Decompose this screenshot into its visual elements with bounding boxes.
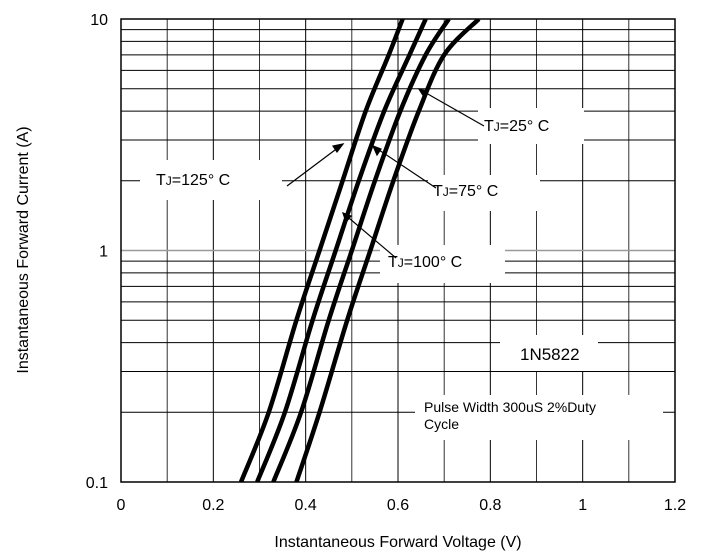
label-background [415, 395, 663, 440]
curve-125c [238, 19, 405, 482]
x-tick-label: 1.2 [664, 497, 686, 514]
pulse-cycle-label: Cycle [424, 416, 459, 432]
label-background [140, 160, 282, 200]
x-tick-label: 1 [578, 497, 587, 514]
plot-frame [120, 18, 676, 483]
tj125-label: TJ=125° C [156, 172, 230, 189]
tj100-label: TJ=100° C [388, 254, 462, 271]
label-backgrounds [140, 108, 663, 440]
annotation-arrows [286, 88, 485, 259]
curves [238, 19, 481, 482]
x-axis-label: Instantaneous Forward Voltage (V) [274, 534, 521, 551]
axes: 0 0.2 0.4 0.6 0.8 1 1.2 0.1 1 10 [86, 12, 686, 514]
label-background [478, 108, 584, 144]
curve-25c [294, 19, 481, 482]
x-tick-label: 0.6 [387, 497, 409, 514]
x-tick-label: 0 [117, 497, 126, 514]
y-tick-label: 0.1 [86, 475, 108, 492]
label-background [428, 175, 540, 211]
x-tick-label: 0.4 [295, 497, 317, 514]
y-axis-label: Instantaneous Forward Current (A) [15, 126, 32, 373]
tj25-label: TJ=25° C [484, 118, 549, 135]
y-tick-label: 10 [90, 12, 108, 29]
y-tick-label: 1 [99, 244, 108, 261]
x-tick-label: 0.2 [202, 497, 224, 514]
x-tick-label: 0.8 [479, 497, 501, 514]
tj75-label: TJ=75° C [433, 183, 498, 200]
part-number-label: 1N5822 [520, 345, 580, 364]
curve-100c [255, 19, 428, 482]
label-background [380, 245, 505, 283]
label-background [500, 335, 598, 371]
pulse-width-label: Pulse Width 300uS 2%Duty [424, 399, 596, 415]
